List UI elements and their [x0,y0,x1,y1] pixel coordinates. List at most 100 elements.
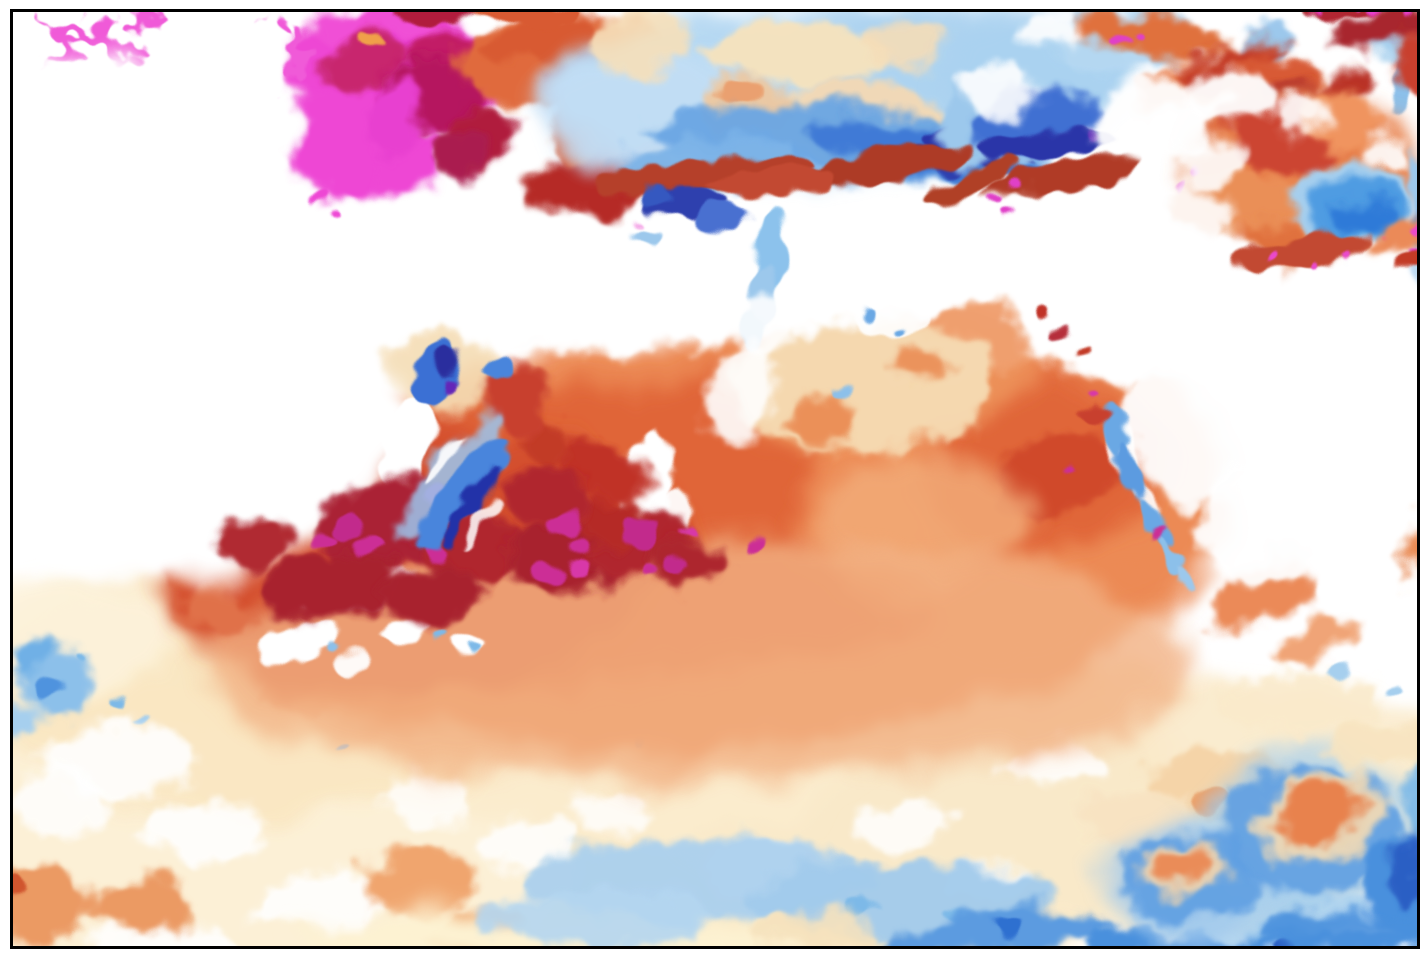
gulf-coast-cool-speck [1116,444,1144,500]
warm-fleck [718,78,758,106]
extreme-warm-spot [311,533,333,549]
peninsula-land [711,340,773,440]
alaska-south-rim [1230,234,1374,270]
south-warm-patch [10,864,94,948]
cool-fleck [1384,686,1400,698]
bottom-scallop [1260,913,1420,949]
cool-fleck [835,387,849,397]
strait-navy-patch [637,185,673,205]
cool-fleck [860,306,876,318]
coast-red-speck [1081,406,1111,426]
hot-spot [362,34,382,50]
island-land [334,652,370,672]
coast-sliver [462,496,502,544]
river-squiggle [275,18,291,42]
white-mottle [145,802,265,862]
southeast-warm-spur [1274,614,1350,670]
cream-fleck [754,914,890,949]
cool-fleck [845,895,875,915]
coast-red-speck [1055,327,1071,339]
gulf-coast-cool-speck [1159,539,1185,573]
magenta-speck [1064,467,1074,475]
top-edge-streak [470,9,586,27]
magenta-speck [1005,183,1019,193]
dark-warm-core [212,518,292,574]
extreme-warm-spot [530,561,560,583]
bering-cream-patch [700,20,890,84]
magenta-speck [1402,12,1414,20]
extreme-warm-spot [328,518,362,542]
peninsula-land [725,305,795,355]
magenta-speck [328,210,340,218]
white-mottle [853,802,957,842]
gulf-coast-cool-speck [1175,566,1197,590]
dark-warm-core [657,536,727,586]
corner-cool-swirl [1396,820,1420,916]
land-white-hole [1022,11,1082,41]
southeast-cream [1332,720,1420,764]
magenta-speck [991,196,1003,204]
coast-red-speck [1039,311,1053,321]
dark-warm-core [508,470,588,526]
map-border [10,9,1420,949]
cool-fleck [108,695,122,705]
strait-cool-trickle [752,208,788,288]
chukchi-coast-streak [981,156,1143,200]
cool-fleck [137,714,147,722]
cool-fleck [635,229,661,247]
magenta-speck [1307,259,1317,267]
kamchatka-cool-streak [486,358,514,378]
kuril-cool-streak [440,468,500,542]
bering-cream-patch [865,20,945,64]
siberia-extreme-warm [371,78,425,158]
magenta-speck [1110,37,1126,47]
river-squiggle [49,20,141,56]
bering-cream-patch [590,10,690,74]
east-edge-warm-strip [1407,506,1420,590]
strait-navy-patch [696,204,748,228]
cool-fleck [325,643,339,653]
land-white-hole [962,65,1042,119]
arctic-red-streak [1394,30,1420,90]
white-mottle [252,874,388,930]
extreme-warm-spot [565,560,591,580]
south-cool-band [483,890,713,946]
magenta-speck [635,219,645,227]
cool-fleck [72,652,84,660]
land-white-hole [1272,98,1332,134]
magenta-speck [1420,32,1428,48]
siberia-crimson [322,33,402,91]
cool-fleck [432,636,444,644]
magenta-speck [1086,392,1098,400]
magenta-speck [1129,32,1139,40]
kamchatka-cool-streak [435,344,461,376]
south-warm-patch [360,848,480,916]
magenta-speck [1266,253,1278,263]
magenta-speck [1342,252,1352,260]
gulf-coast-cool-speck [1105,400,1127,452]
island-land [380,619,430,645]
extreme-warm-spot [665,557,687,573]
extreme-warm-spot [566,536,590,554]
white-mottle [375,776,475,824]
river-squiggle [98,9,118,19]
land-white-hole [502,314,554,350]
land-white-hole [1361,137,1411,167]
eddy-warm-core [1150,849,1206,887]
siberia-coast-warm-streak [793,143,971,189]
land-white-hole [854,300,926,336]
extreme-warm-spot [640,565,660,579]
island-land [259,620,341,664]
bottom-scallop [1077,925,1167,949]
eddy-warm-core [1275,778,1365,846]
southeast-cream [1218,672,1382,732]
kuril-cool-streak [416,434,508,550]
magenta-speck [313,193,327,203]
magenta-speck [1151,529,1163,537]
coast-sliver [425,438,465,486]
arctic-warm-streak [1071,10,1233,62]
cool-fleck [470,643,486,653]
land-white-hole [1166,137,1246,187]
